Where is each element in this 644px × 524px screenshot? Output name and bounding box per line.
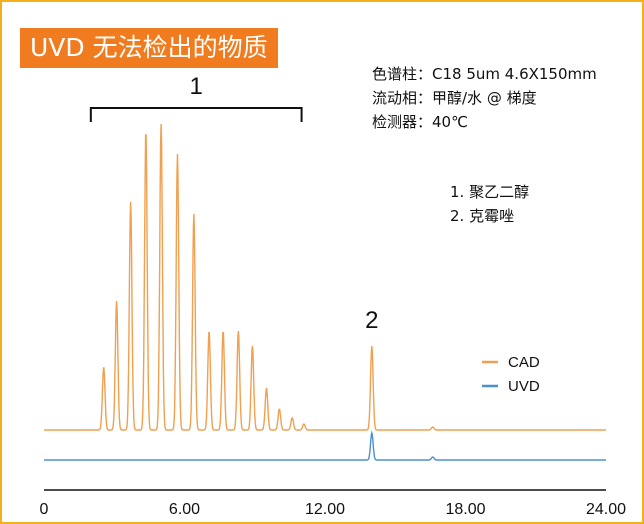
compound-1-label: 1. 聚乙二醇 bbox=[450, 183, 530, 201]
legend-label-cad: CAD bbox=[508, 354, 540, 371]
peak-group-label: 1 bbox=[190, 73, 203, 100]
title-banner: UVD 无法检出的物质 bbox=[20, 28, 278, 68]
compound-list: 1. 聚乙二醇 2. 克霉唑 bbox=[450, 180, 529, 228]
legend-label-uvd: UVD bbox=[508, 378, 540, 395]
detector-info: 检测器：40℃ bbox=[372, 113, 468, 131]
x-tick-label: 6.00 bbox=[169, 501, 200, 518]
x-tick-label: 18.00 bbox=[445, 501, 485, 518]
x-tick-label: 24.00 bbox=[586, 501, 626, 518]
series-line-cad bbox=[44, 123, 606, 431]
series-line-uvd bbox=[44, 430, 606, 461]
x-tick-label: 12.00 bbox=[305, 501, 345, 518]
x-tick-label: 0 bbox=[40, 501, 49, 518]
column-info: 色谱柱：C18 5um 4.6X150mm bbox=[372, 65, 597, 83]
mobile-phase-info: 流动相：甲醇/水 @ 梯度 bbox=[372, 89, 537, 107]
compound-2-label: 2. 克霉唑 bbox=[450, 207, 515, 225]
conditions-block: 色谱柱：C18 5um 4.6X150mm 流动相：甲醇/水 @ 梯度 检测器：… bbox=[372, 62, 597, 134]
peak-group-bracket bbox=[89, 107, 303, 122]
peak-label: 2 bbox=[365, 307, 378, 334]
